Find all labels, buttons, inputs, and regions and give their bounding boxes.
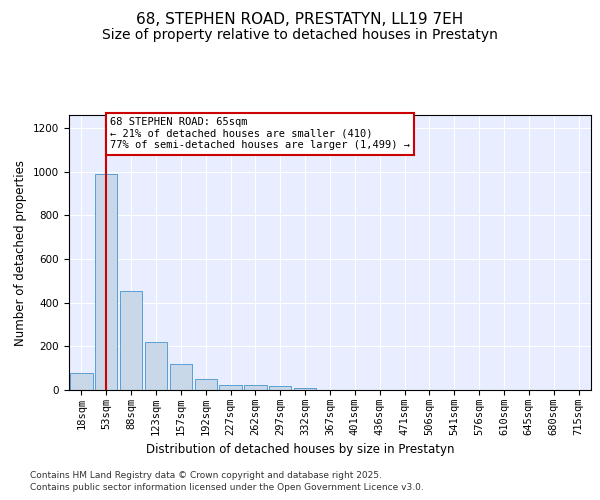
Bar — [194, 379, 217, 390]
Bar — [120, 290, 142, 390]
Text: Size of property relative to detached houses in Prestatyn: Size of property relative to detached ho… — [102, 28, 498, 42]
Text: Contains public sector information licensed under the Open Government Licence v3: Contains public sector information licen… — [30, 484, 424, 492]
Bar — [244, 385, 266, 390]
Bar — [269, 386, 292, 390]
Text: 68, STEPHEN ROAD, PRESTATYN, LL19 7EH: 68, STEPHEN ROAD, PRESTATYN, LL19 7EH — [136, 12, 464, 28]
Bar — [294, 388, 316, 390]
Bar — [220, 384, 242, 390]
Y-axis label: Number of detached properties: Number of detached properties — [14, 160, 28, 346]
Bar — [95, 174, 118, 390]
Bar — [145, 342, 167, 390]
Bar — [70, 372, 92, 390]
Text: Contains HM Land Registry data © Crown copyright and database right 2025.: Contains HM Land Registry data © Crown c… — [30, 471, 382, 480]
Text: 68 STEPHEN ROAD: 65sqm
← 21% of detached houses are smaller (410)
77% of semi-de: 68 STEPHEN ROAD: 65sqm ← 21% of detached… — [110, 117, 410, 150]
Text: Distribution of detached houses by size in Prestatyn: Distribution of detached houses by size … — [146, 442, 454, 456]
Bar — [170, 364, 192, 390]
